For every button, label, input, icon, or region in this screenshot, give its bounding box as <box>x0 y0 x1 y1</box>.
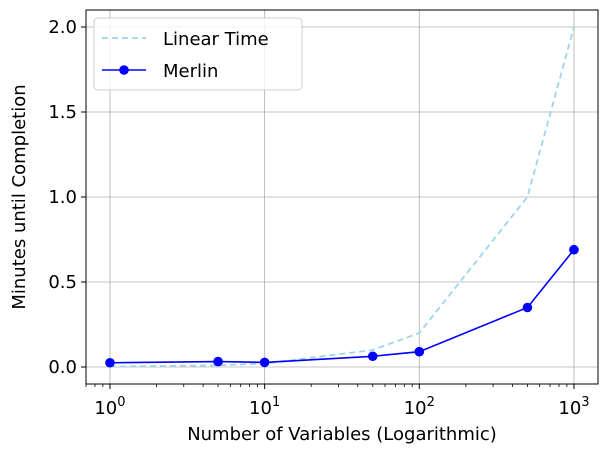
data-point-merlin <box>105 357 115 368</box>
legend: Linear Time Merlin <box>93 17 303 91</box>
data-point-merlin <box>367 351 378 362</box>
y-axis-label: Minutes until Completion <box>9 84 30 309</box>
legend-label-merlin: Merlin <box>163 61 218 82</box>
x-axis-label: Number of Variables (Logarithmic) <box>187 424 497 445</box>
series-layer <box>105 26 579 368</box>
data-point-merlin <box>522 302 533 313</box>
y-tick-label: 1.5 <box>48 102 77 123</box>
legend-label-linear-time: Linear Time <box>163 29 269 50</box>
y-tick-label: 0.5 <box>48 272 77 293</box>
data-point-merlin <box>569 244 579 255</box>
x-tick-label: 102 <box>404 395 435 419</box>
series-line-merlin <box>109 249 575 364</box>
series-line-linear-time <box>109 26 575 368</box>
y-tick-label: 1.0 <box>48 187 77 208</box>
data-point-merlin <box>259 357 270 368</box>
x-tick-label: 101 <box>249 395 280 419</box>
legend-box <box>93 17 303 91</box>
y-tick-label: 2.0 <box>48 17 77 38</box>
x-tick-label: 100 <box>94 395 125 419</box>
x-axis: 100 101 102 103 <box>85 384 590 419</box>
data-point-merlin <box>414 346 425 357</box>
y-tick-label: 0.0 <box>48 357 77 378</box>
data-point-merlin <box>213 356 223 367</box>
x-tick-label: 103 <box>558 395 589 419</box>
legend-marker-merlin <box>119 65 129 75</box>
y-axis: 0.0 0.5 1.0 1.5 2.0 <box>48 17 86 378</box>
